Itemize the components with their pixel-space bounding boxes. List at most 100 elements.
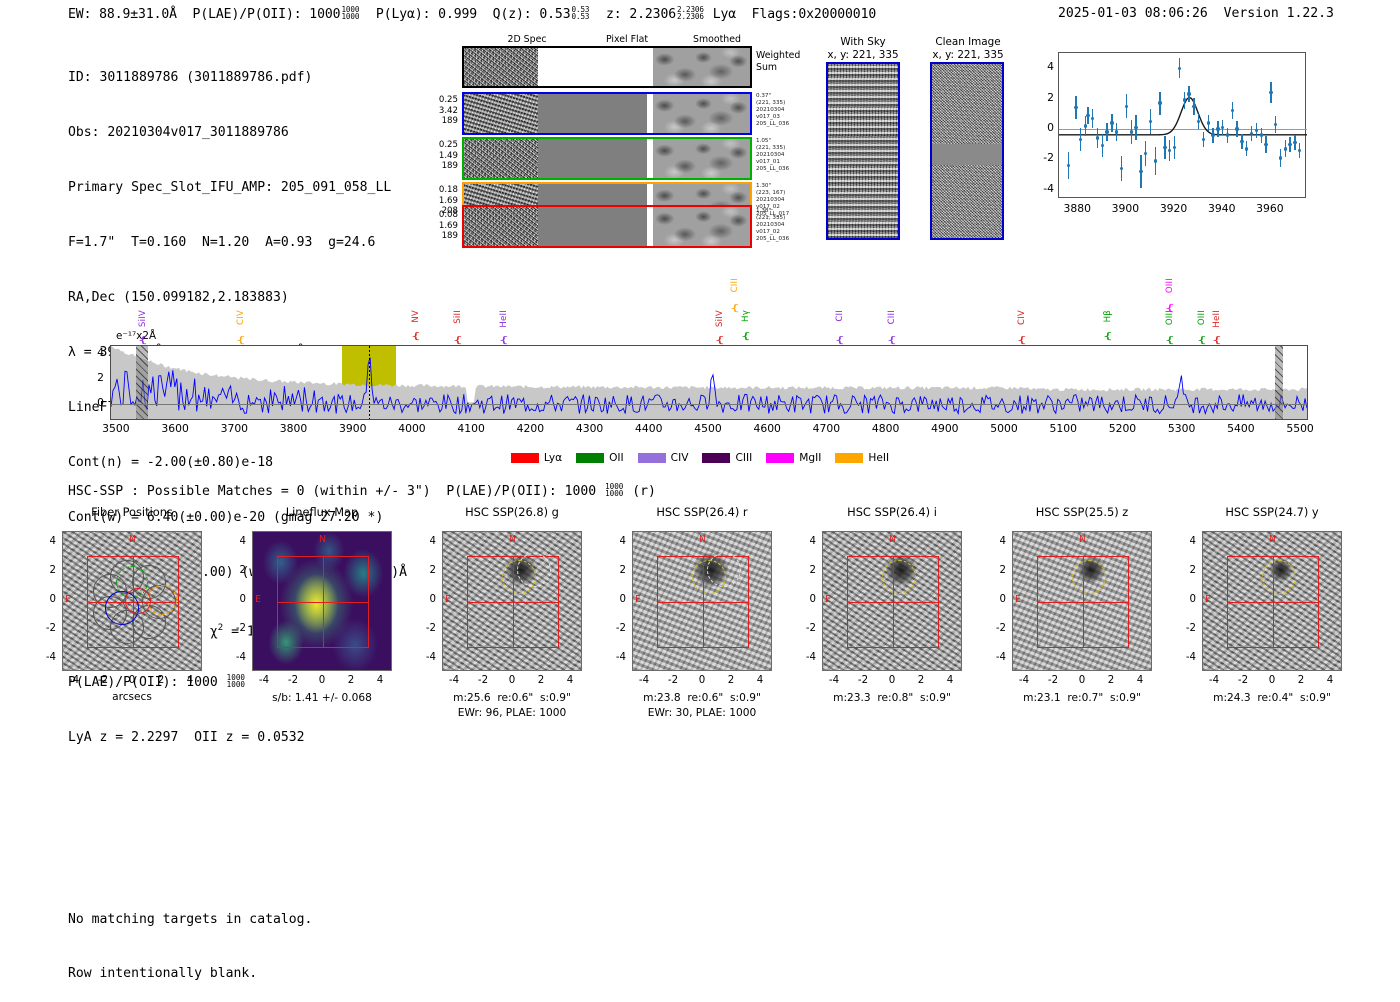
header-z-label: z: 2.2306 [605, 7, 677, 23]
cutout-x-tick-label: -4 [1018, 675, 1030, 686]
spec2d-fiber-row-1 [462, 92, 752, 135]
cutout-caption-secondary: EWr: 96, PLAE: 1000 [457, 707, 567, 719]
spectrum-masked-band [1275, 346, 1284, 419]
footer-line-1: No matching targets in catalog. [68, 911, 313, 927]
line-fit-data-point [1288, 142, 1292, 146]
spectrum-emission-line-brace: { [740, 332, 752, 342]
cutout-caption: m:24.3 re:0.4" s:0.9" [1213, 692, 1331, 704]
spectrum-emission-line-brace: { [1164, 336, 1176, 346]
header-qz-range: 0.53 0.53 [571, 5, 590, 22]
spectrum-legend-swatch [637, 453, 666, 463]
line-fit-data-point [1211, 133, 1215, 137]
header-plae-range: 1000 1000 [341, 5, 360, 22]
line-fit-data-point [1245, 147, 1249, 151]
spectrum-y-tick-label: 2 [97, 370, 104, 384]
sky-cutout-texture [1203, 532, 1341, 670]
cutout-y-tick-label: -2 [235, 623, 246, 634]
crosshair-horizontal [1226, 602, 1320, 603]
cutout-y-tick-label: 4 [429, 536, 436, 547]
spectrum-emission-line-brace: { [714, 336, 726, 346]
spectrum-emission-line-label: Hβ [1102, 310, 1113, 323]
compass-north-label: N [889, 534, 897, 545]
crosshair-vertical [893, 555, 894, 649]
spec2d-weighted-sum-row [462, 46, 752, 88]
line-fit-y-tick-label: -2 [1043, 151, 1054, 165]
spectrum-emission-line-label: CIII [886, 310, 897, 325]
line-fit-data-point [1283, 147, 1288, 151]
spectrum-x-tick-label: 4700 [812, 422, 841, 435]
line-fit-zero-line [1059, 129, 1307, 131]
compass-east-label: E [635, 594, 641, 605]
cutout-y-tick-label: 0 [619, 594, 626, 605]
orange-fiber-highlight [147, 585, 177, 616]
spectrum-legend-item: Lyα [510, 452, 562, 464]
spectrum-legend-label: HeII [868, 452, 890, 464]
spectrum-emission-line-label: CII [835, 310, 846, 322]
line-fit-data-point [1139, 169, 1143, 174]
cutout-x-tick-label: -2 [857, 675, 869, 686]
line-fit-data-point [1196, 119, 1201, 124]
spectrum-units-label: e⁻¹⁷x2Å [116, 330, 157, 342]
spec2d-title-pixelflat: Pixel Flat [605, 34, 649, 45]
line-fit-data-point [1158, 101, 1162, 105]
spec2d-row-2-meta: 1.05" (221, 335) 20210304 v017_01 205_LL… [756, 138, 790, 173]
spec2d-row-4-left-stats: 0.08 1.69 189 [438, 210, 458, 242]
info-plae: P(LAE)/P(OII): 1000 1000 1000 [68, 674, 407, 692]
hsc-ssp-summary-line: HSC-SSP : Possible Matches = 0 (within +… [68, 483, 656, 499]
header-summary-line: EW: 88.9±31.0Å P(LAE)/P(OII): 1000 1000 10… [68, 6, 876, 22]
spectrum-legend-swatch [510, 453, 539, 463]
line-fit-data-point [1254, 128, 1259, 133]
aperture-box [1226, 555, 1320, 649]
line-fit-data-point [1143, 151, 1148, 156]
cutout-y-tick-label: 2 [239, 565, 246, 576]
cutout-x-tick-label: -4 [448, 675, 460, 686]
spectrum-emission-line-brace: { [452, 336, 464, 346]
cutout-y-tick-label: 4 [239, 536, 246, 547]
cutout-y-tick-label: 2 [49, 565, 56, 576]
cutout-x-tick-label: 0 [888, 675, 896, 686]
cutout-y-tick-label: -2 [45, 623, 56, 634]
spectrum-emission-line-brace: { [1016, 336, 1028, 346]
cutout-y-tick-label: -4 [425, 652, 436, 663]
hsc-plae-range: 1000 1000 [605, 482, 624, 499]
cutout-y-tick-label: -4 [1185, 652, 1196, 663]
spec2d-title-2dspec: 2D Spec [507, 34, 547, 45]
crosshair-vertical [1273, 555, 1274, 649]
info-seeing: F=1.7" T=0.160 N=1.20 A=0.93 g=24.6 [68, 234, 376, 250]
spectrum-frame [110, 345, 1308, 420]
line-fit-data-point [1086, 113, 1090, 118]
compass-east-label: E [1015, 594, 1021, 605]
line-fit-data-point [1225, 133, 1230, 137]
spectrum-x-tick-label: 4400 [635, 422, 663, 435]
line-fit-data-point [1177, 66, 1182, 70]
compass-north-label: N [1269, 534, 1277, 545]
header-qz-label: Q(z): 0.53 [492, 7, 571, 23]
cutout-y-tick-label: 2 [809, 565, 816, 576]
spectrum-emission-line-label: Hγ [741, 310, 752, 322]
spec2d-row-1-left-stats: 0.25 3.42 189 [438, 95, 458, 127]
spectrum-emission-line-label: HeII [1212, 310, 1223, 328]
cutout-x-tick-label: -2 [97, 675, 109, 686]
header-flags: Flags:0x20000010 [751, 7, 877, 23]
catalog-aperture-circle [1261, 560, 1296, 594]
cutout-y-tick-label: -4 [805, 652, 816, 663]
line-fit-y-tick-label: 4 [1047, 60, 1054, 74]
spec2d-weighted-sum-label: Weighted Sum [756, 50, 801, 73]
line-fit-data-point [1298, 148, 1302, 153]
compass-east-label: E [445, 594, 451, 605]
cutout-x-tick-label: -4 [1208, 675, 1220, 686]
cutout-x-tick-label: -2 [287, 675, 299, 686]
info-cont-n: Cont(n) = -2.00(±0.80)e-18 [68, 454, 273, 470]
line-fit-data-point [1078, 137, 1083, 142]
line-fit-data-point [1100, 144, 1105, 148]
cutout-y-tick-label: -2 [805, 623, 816, 634]
spec2d-fiber-row-2 [462, 137, 752, 180]
spectrum-y-tick-label: 0 [97, 395, 104, 409]
